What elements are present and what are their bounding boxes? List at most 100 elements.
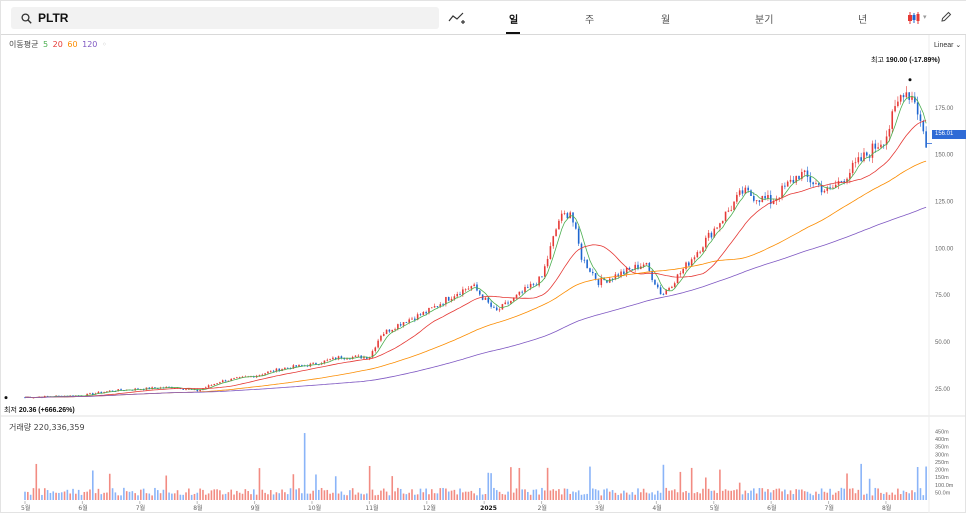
volume-bar [151, 495, 153, 500]
candlestick-icon[interactable] [907, 12, 921, 24]
candle-body [769, 195, 772, 205]
volume-bar [795, 489, 797, 500]
volume-bar [529, 494, 532, 500]
volume-bar [385, 491, 388, 500]
candle-body [512, 297, 515, 301]
candle-body [459, 293, 461, 295]
candle-body [809, 176, 812, 183]
volume-bar [75, 493, 77, 500]
candle-body [815, 183, 817, 185]
price-volume-chart[interactable]: 175.00 150.00 125.00 100.00 75.00 50.00 25.00 4… [1, 35, 966, 513]
volume-bar [255, 494, 258, 500]
volume-bar [182, 494, 184, 500]
candle-body [755, 200, 758, 202]
high-marker [908, 78, 912, 82]
volume-bar [866, 493, 868, 500]
ma-120-label: 120 [82, 40, 98, 49]
candle-body [866, 152, 868, 156]
ticker-search[interactable]: PLTR [11, 7, 439, 29]
candle-body [679, 273, 682, 275]
volume-bar [572, 491, 574, 500]
volume-tick-label: 50.0m [935, 490, 951, 496]
candle-body [377, 340, 379, 348]
candle-body [558, 220, 560, 230]
time-tick-label: 6월 [767, 504, 776, 512]
candle-body [46, 395, 49, 397]
candle-body [219, 382, 221, 384]
candle-body [750, 190, 752, 197]
candle-body [487, 297, 490, 303]
candle-body [834, 184, 837, 188]
candle-body [778, 197, 781, 199]
volume-bar [552, 489, 555, 500]
candle-body [349, 358, 351, 360]
candle-body [238, 376, 241, 378]
volume-bar [603, 489, 605, 500]
tab-day[interactable]: 일 [509, 15, 519, 26]
volume-title: 거래량 [9, 423, 32, 432]
volume-bar [877, 488, 879, 500]
volume-bar [32, 488, 35, 500]
candle-body [888, 128, 891, 137]
candle-body [651, 270, 653, 281]
candle-body [662, 294, 665, 296]
scale-selector[interactable]: Linear ⌄ [934, 42, 962, 49]
volume-bar [696, 492, 699, 500]
candle-body [439, 304, 442, 307]
candle-body [374, 347, 377, 352]
volume-bar [882, 493, 885, 500]
volume-bar [272, 494, 275, 500]
pencil-icon[interactable] [940, 11, 952, 23]
tab-month[interactable]: 월 [661, 15, 671, 26]
volume-bar [216, 489, 218, 500]
volume-bar [659, 492, 662, 500]
price-tick-label: 125.00 [935, 200, 954, 206]
candle-body [301, 364, 303, 366]
candle-body [851, 162, 854, 173]
volume-bar [736, 489, 738, 500]
volume-bar [871, 495, 874, 500]
volume-bar [301, 493, 303, 500]
volume-bar [558, 489, 560, 500]
time-tick-label: 2025 [480, 505, 497, 512]
candle-body [817, 183, 820, 185]
candle-body [312, 362, 314, 364]
volume-bar [416, 494, 419, 500]
volume-bar [89, 489, 91, 500]
volume-bar [83, 492, 86, 500]
volume-bar [275, 492, 278, 500]
volume-bar [106, 492, 108, 500]
volume-bar [66, 489, 69, 500]
candle-body [156, 388, 159, 389]
volume-bar [606, 488, 608, 500]
candle-body [665, 290, 668, 295]
volume-bar [682, 492, 684, 500]
volume-bar [371, 489, 374, 500]
candle-body [106, 391, 108, 393]
tab-week[interactable]: 주 [585, 15, 595, 26]
candle-body [108, 390, 111, 392]
candle-body [645, 262, 648, 265]
volume-bar [549, 490, 552, 500]
candle-body [744, 187, 747, 194]
volume-bar [801, 489, 803, 500]
moving-average-line-20 [24, 120, 927, 398]
volume-bar [608, 491, 611, 500]
candle-body [32, 397, 35, 399]
candle-body [233, 378, 235, 379]
volume-tick-label: 150m [935, 475, 949, 481]
tab-quarter[interactable]: 분기 [755, 15, 774, 26]
chevron-down-icon[interactable]: ▾ [923, 14, 927, 21]
volume-bar [837, 491, 840, 500]
candle-body [911, 96, 913, 100]
volume-bar [589, 466, 591, 500]
volume-bar [699, 493, 701, 500]
volume-bar [560, 494, 563, 500]
candle-body [385, 329, 388, 334]
add-indicator-icon[interactable] [448, 10, 466, 26]
volume-bar [176, 490, 179, 500]
settings-dot-icon[interactable]: ◦ [101, 40, 107, 49]
tab-year[interactable]: 년 [858, 15, 868, 26]
candle-body [767, 195, 769, 199]
volume-bar [123, 487, 125, 500]
